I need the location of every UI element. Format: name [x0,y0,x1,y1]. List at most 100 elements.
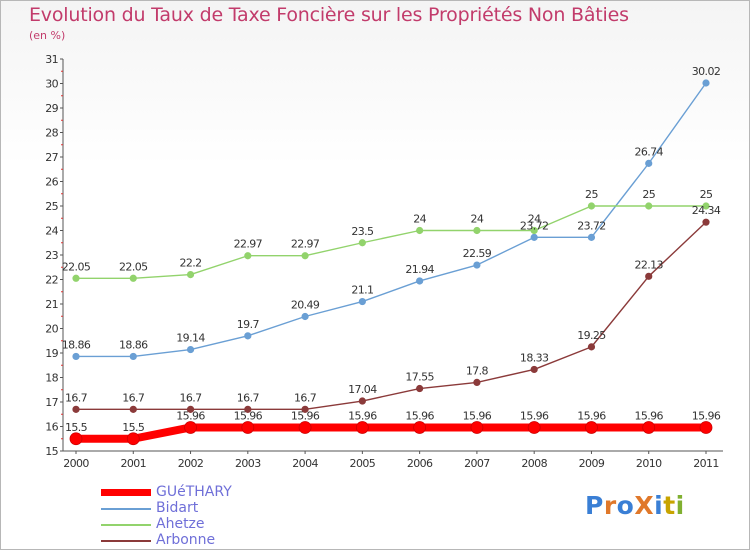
legend: GUéTHARY Bidart Ahetze Arbonne [101,484,301,549]
data-label-bidart: 20.49 [291,298,320,311]
y-tick-label: 18 [45,372,58,385]
data-point-gu-thary [642,421,656,434]
legend-swatch-guethary [101,489,151,496]
x-tick-label: 2005 [350,457,376,470]
data-label-bidart: 19.7 [237,318,260,331]
chart-title: Evolution du Taux de Taxe Foncière sur l… [29,4,629,26]
data-label-gu-thary: 15.96 [520,409,549,422]
data-point-gu-thary [585,421,598,434]
legend-item-ahetze: Ahetze [101,516,301,533]
data-label-gu-thary: 15.96 [463,409,492,422]
x-tick-label: 2010 [636,457,662,470]
data-label-arbonne: 16.7 [122,391,145,404]
data-label-bidart: 21.1 [351,284,373,297]
data-label-arbonne: 18.33 [520,351,549,364]
data-label-arbonne: 22.13 [634,258,663,271]
data-point-ahetze [645,202,653,210]
unit-label: (en %) [29,29,66,42]
data-label-ahetze: 25 [700,188,713,201]
x-tick-label: 2003 [235,457,261,470]
data-point-gu-thary [527,421,541,434]
y-tick-label: 31 [45,53,58,66]
data-point-bidart [416,277,424,285]
x-tick-label: 2002 [178,457,204,470]
y-tick-label: 27 [45,151,58,164]
legend-item-bidart: Bidart [101,500,301,517]
data-label-arbonne: 16.7 [294,391,317,404]
y-tick-label: 23 [45,249,58,262]
data-label-gu-thary: 15.96 [234,409,263,422]
data-point-gu-thary [126,432,140,446]
logo-letter: i [675,491,685,520]
data-point-ahetze [244,252,252,260]
data-label-bidart: 23.72 [577,219,606,232]
data-point-gu-thary [699,421,713,434]
data-point-bidart [473,261,481,269]
data-label-gu-thary: 15.96 [405,409,434,422]
data-label-bidart: 18.86 [62,338,91,351]
y-tick-label: 22 [45,274,58,287]
proxiti-logo: ProXiti [585,491,685,520]
data-point-ahetze [473,226,481,235]
logo-letter: o [616,491,635,520]
data-label-ahetze: 23.5 [351,225,374,238]
data-label-gu-thary: 15.5 [65,421,88,434]
y-tick-label: 16 [45,421,58,434]
y-tick-label: 19 [45,347,58,360]
data-point-arbonne [702,218,710,226]
logo-letter: t [663,491,676,520]
data-point-arbonne [72,405,80,413]
data-point-bidart [244,332,252,340]
data-point-arbonne [530,365,538,374]
data-label-arbonne: 24.34 [692,204,721,217]
y-tick-label: 21 [45,298,58,311]
data-label-arbonne: 17.04 [348,383,377,396]
data-label-ahetze: 25 [642,188,655,201]
data-point-gu-thary [413,421,427,434]
data-label-ahetze: 22.97 [291,238,320,251]
y-tick-label: 25 [45,200,58,213]
data-point-arbonne [473,378,481,386]
data-point-bidart [72,352,80,361]
data-label-gu-thary: 15.96 [692,409,721,422]
y-tick-label: 24 [45,225,58,238]
logo-letter: r [603,491,617,520]
data-point-arbonne [416,384,424,393]
data-label-gu-thary: 15.96 [348,409,377,422]
data-label-ahetze: 24 [528,213,541,226]
data-point-gu-thary [184,421,197,434]
x-tick-label: 2009 [579,457,605,470]
data-label-gu-thary: 15.5 [122,421,145,434]
data-label-ahetze: 22.2 [179,257,201,270]
legend-swatch-arbonne [101,540,151,542]
data-point-ahetze [358,239,366,247]
data-point-gu-thary [355,421,369,434]
legend-swatch-ahetze [101,524,151,526]
legend-swatch-bidart [101,508,151,510]
x-tick-label: 2007 [464,457,490,470]
data-point-bidart [702,79,710,87]
data-point-ahetze [702,202,710,210]
data-label-gu-thary: 15.96 [634,409,663,422]
data-label-bidart: 19.14 [176,332,205,345]
data-label-bidart: 18.86 [119,338,148,351]
data-point-ahetze [129,274,137,282]
series-line-gu-thary [72,423,710,443]
legend-item-guethary: GUéTHARY [101,484,301,501]
series-line-ahetze [75,205,707,279]
data-label-bidart: 21.94 [405,263,434,276]
x-tick-label: 2006 [407,457,433,470]
data-point-ahetze [587,202,596,210]
data-label-arbonne: 17.8 [466,364,489,377]
data-point-bidart [587,233,596,241]
data-point-ahetze [72,274,80,282]
data-label-arbonne: 16.7 [179,391,202,404]
data-label-gu-thary: 15.96 [291,409,320,422]
data-label-ahetze: 22.05 [62,260,91,273]
legend-label-arbonne: Arbonne [156,532,216,548]
data-point-gu-thary [470,421,484,434]
data-point-arbonne [244,405,252,413]
data-point-bidart [301,312,309,321]
data-point-arbonne [129,405,137,413]
y-tick-label: 17 [45,396,58,409]
